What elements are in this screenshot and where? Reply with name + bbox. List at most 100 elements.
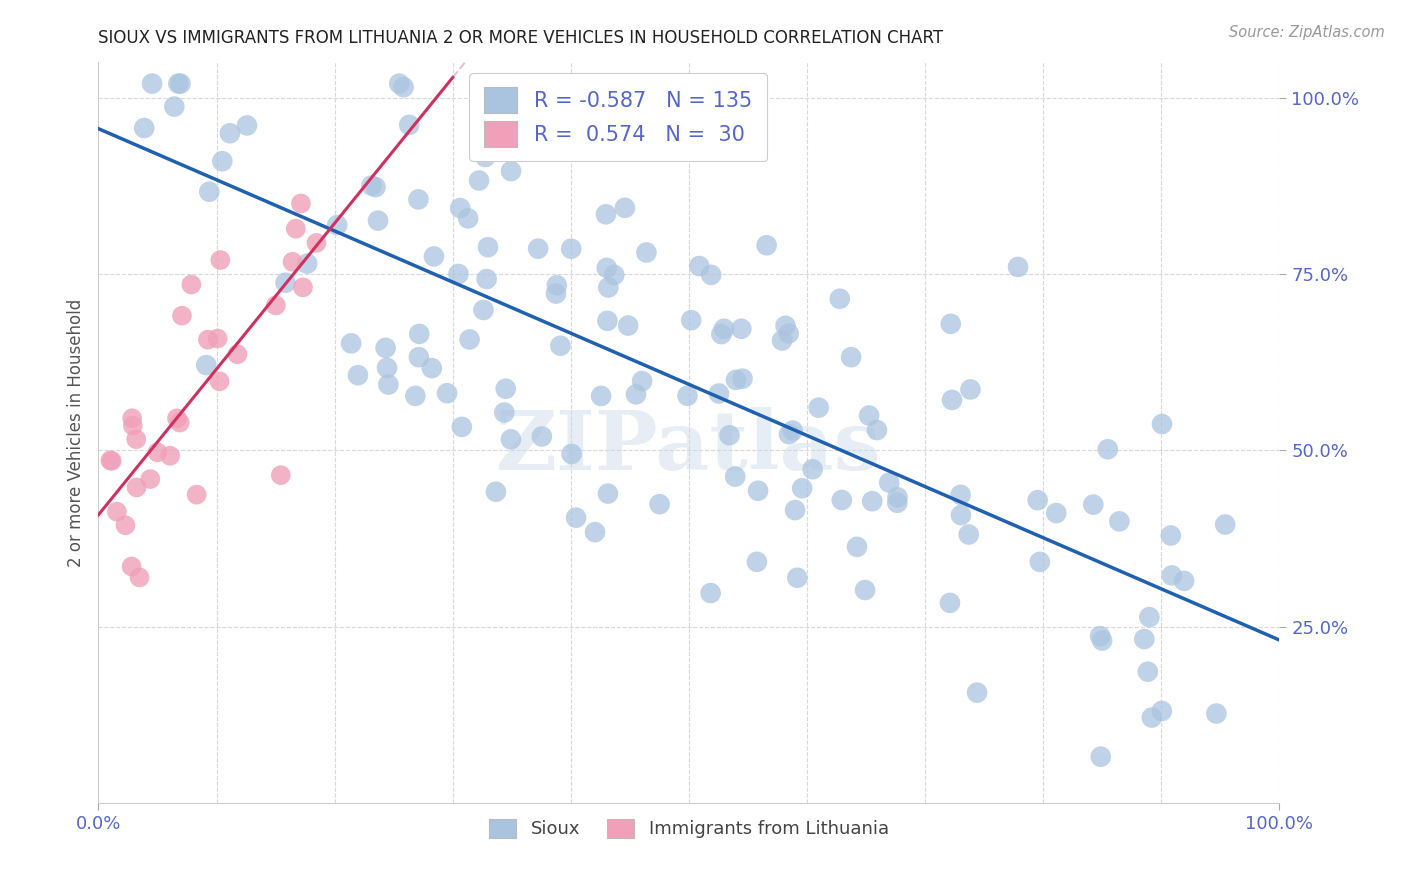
Point: [595, 207, 617, 221]
Point: [828, 292, 851, 306]
Point: [540, 119, 562, 133]
Point: [170, 309, 193, 323]
Point: [408, 350, 430, 364]
Point: [392, 80, 415, 95]
Point: [866, 423, 889, 437]
Point: [853, 582, 876, 597]
Point: [792, 481, 814, 495]
Point: [163, 99, 186, 113]
Point: [778, 326, 800, 341]
Point: [1083, 498, 1105, 512]
Point: [326, 218, 349, 232]
Point: [681, 313, 703, 327]
Point: [1136, 665, 1159, 679]
Point: [167, 77, 190, 91]
Point: [146, 445, 169, 459]
Point: [367, 213, 389, 227]
Legend: Sioux, Immigrants from Lithuania: Sioux, Immigrants from Lithuania: [482, 812, 896, 846]
Point: [360, 178, 382, 193]
Point: [877, 475, 900, 490]
Point: [485, 484, 508, 499]
Point: [186, 488, 208, 502]
Point: [1213, 517, 1236, 532]
Point: [472, 302, 495, 317]
Point: [778, 427, 800, 442]
Point: [121, 559, 143, 574]
Point: [724, 373, 747, 387]
Point: [408, 326, 430, 341]
Point: [603, 268, 626, 282]
Point: [197, 333, 219, 347]
Point: [624, 387, 647, 401]
Point: [219, 126, 242, 140]
Point: [1150, 704, 1173, 718]
Point: [128, 570, 150, 584]
Point: [546, 278, 568, 293]
Point: [195, 358, 218, 372]
Point: [949, 488, 972, 502]
Point: [284, 221, 307, 235]
Point: [495, 382, 517, 396]
Point: [139, 472, 162, 486]
Point: [648, 497, 671, 511]
Point: [295, 256, 318, 270]
Point: [436, 386, 458, 401]
Point: [544, 286, 567, 301]
Point: [100, 454, 122, 468]
Point: [125, 432, 148, 446]
Point: [700, 268, 723, 282]
Point: [1160, 568, 1182, 582]
Point: [458, 333, 481, 347]
Point: [377, 377, 399, 392]
Point: [747, 483, 769, 498]
Point: [477, 240, 499, 254]
Point: [807, 401, 830, 415]
Point: [530, 429, 553, 443]
Point: [550, 339, 572, 353]
Point: [1045, 506, 1067, 520]
Point: [713, 322, 735, 336]
Point: [831, 493, 853, 508]
Point: [134, 121, 156, 136]
Point: [755, 238, 778, 252]
Point: [211, 154, 233, 169]
Point: [858, 409, 880, 423]
Point: [1205, 706, 1227, 721]
Point: [846, 540, 869, 554]
Text: ZIPatlas: ZIPatlas: [496, 408, 882, 487]
Point: [782, 424, 804, 438]
Point: [198, 185, 221, 199]
Point: [125, 480, 148, 494]
Point: [783, 503, 806, 517]
Point: [966, 685, 988, 699]
Text: SIOUX VS IMMIGRANTS FROM LITHUANIA 2 OR MORE VEHICLES IN HOUSEHOLD CORRELATION C: SIOUX VS IMMIGRANTS FROM LITHUANIA 2 OR …: [98, 29, 943, 47]
Point: [596, 314, 619, 328]
Point: [474, 150, 496, 164]
Point: [860, 494, 883, 508]
Point: [724, 469, 747, 483]
Point: [941, 392, 963, 407]
Point: [1137, 610, 1160, 624]
Point: [598, 280, 620, 294]
Point: [1173, 574, 1195, 588]
Point: [169, 416, 191, 430]
Point: [457, 211, 479, 226]
Point: [710, 327, 733, 342]
Point: [121, 418, 143, 433]
Point: [1090, 749, 1112, 764]
Point: [1108, 515, 1130, 529]
Point: [886, 490, 908, 504]
Point: [939, 317, 962, 331]
Point: [340, 336, 363, 351]
Point: [98, 453, 121, 467]
Point: [475, 272, 498, 286]
Point: [561, 447, 583, 461]
Point: [617, 318, 640, 333]
Point: [226, 347, 249, 361]
Point: [707, 386, 730, 401]
Point: [560, 242, 582, 256]
Point: [786, 571, 808, 585]
Point: [886, 496, 908, 510]
Point: [374, 341, 396, 355]
Point: [236, 119, 259, 133]
